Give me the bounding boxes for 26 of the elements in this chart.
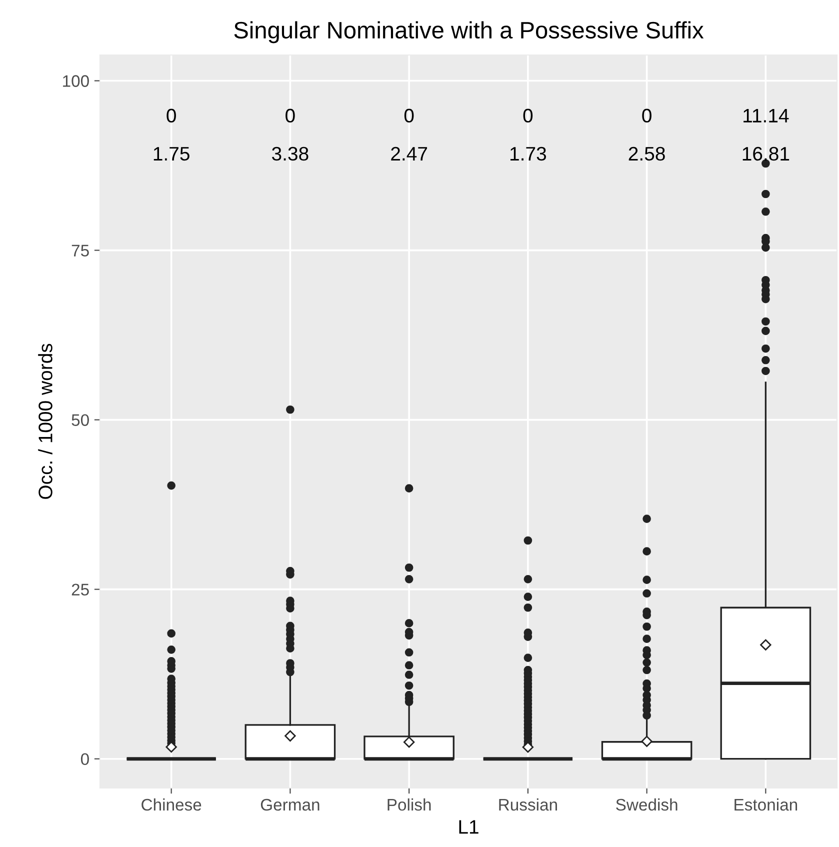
x-tick-label: Polish [388, 798, 431, 811]
annotation: 16.81 [742, 146, 790, 161]
annotation: 0 [286, 108, 295, 123]
y-axis-title: Occ. / 1000 words [38, 344, 52, 499]
x-tick-label: Chinese [142, 798, 202, 811]
x-axis-title: L1 [459, 820, 478, 834]
y-tick-label: 0 [80, 753, 89, 766]
annotation: 0 [523, 108, 533, 123]
annotation: 3.38 [272, 146, 308, 161]
annotation: 2.47 [391, 146, 428, 160]
annotation: 2.58 [628, 146, 665, 161]
annotation: 0 [404, 108, 414, 123]
x-tick-label: Russian [499, 798, 557, 811]
annotation: 11.14 [744, 108, 789, 122]
x-tick-label: German [260, 798, 320, 811]
y-tick-label: 50 [72, 414, 89, 426]
annotation: 1.75 [154, 147, 190, 161]
x-tick-label: Swedish [616, 798, 678, 811]
chart-title: Singular Nominative with a Possessive Suffix [234, 21, 704, 44]
x-tick-label: Estonian [734, 798, 798, 811]
y-tick-label: 75 [72, 244, 89, 256]
annotation: 0 [642, 108, 652, 123]
annotation: 1.73 [510, 146, 546, 161]
y-tick-label: 100 [63, 75, 89, 87]
annotation: 0 [166, 108, 176, 123]
y-tick-label: 25 [72, 584, 89, 596]
